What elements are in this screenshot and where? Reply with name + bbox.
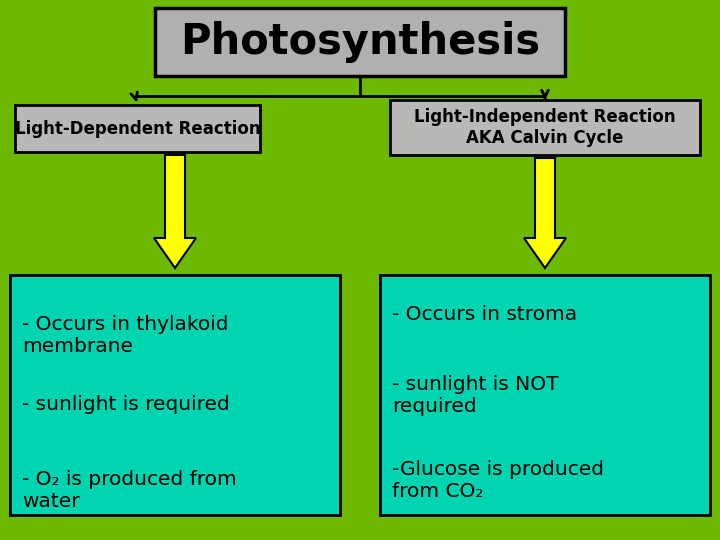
FancyBboxPatch shape	[390, 100, 700, 155]
FancyArrow shape	[524, 158, 566, 268]
Text: - sunlight is required: - sunlight is required	[22, 395, 230, 414]
Text: Light-Dependent Reaction: Light-Dependent Reaction	[14, 119, 261, 138]
FancyBboxPatch shape	[155, 8, 565, 76]
FancyBboxPatch shape	[15, 105, 260, 152]
Text: Photosynthesis: Photosynthesis	[180, 21, 540, 63]
Text: - Occurs in thylakoid
membrane: - Occurs in thylakoid membrane	[22, 315, 228, 356]
Text: - sunlight is NOT
required: - sunlight is NOT required	[392, 375, 559, 416]
Text: - O₂ is produced from
water: - O₂ is produced from water	[22, 470, 237, 511]
FancyArrow shape	[154, 155, 196, 268]
Text: - Occurs in stroma: - Occurs in stroma	[392, 305, 577, 324]
Text: -Glucose is produced
from CO₂: -Glucose is produced from CO₂	[392, 460, 604, 501]
FancyBboxPatch shape	[380, 275, 710, 515]
Text: Light-Independent Reaction
AKA Calvin Cycle: Light-Independent Reaction AKA Calvin Cy…	[414, 108, 676, 147]
FancyBboxPatch shape	[10, 275, 340, 515]
